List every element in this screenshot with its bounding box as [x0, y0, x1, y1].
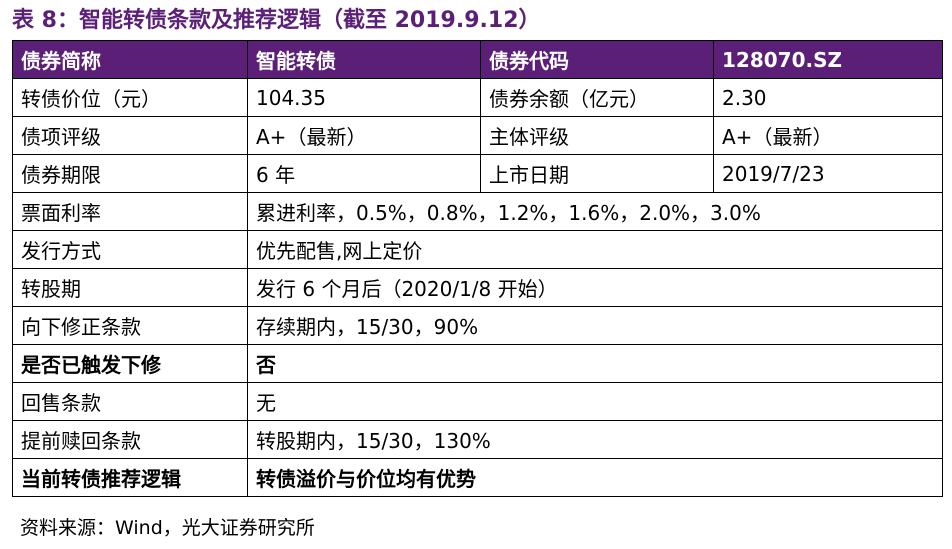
cell-value: 累进利率，0.5%，0.8%，1.2%，1.6%，2.0%，3.0%	[247, 192, 943, 231]
table-row: 债项评级 A+（最新） 主体评级 A+（最新）	[12, 116, 943, 155]
cell-label: 转股期	[12, 268, 248, 307]
cell-value: A+（最新）	[247, 116, 481, 155]
table-row: 发行方式 优先配售,网上定价	[12, 230, 943, 269]
cell-label: 债项评级	[12, 116, 248, 155]
cell-label: 上市日期	[480, 154, 714, 193]
table-row: 向下修正条款 存续期内，15/30，90%	[12, 306, 943, 345]
cell-value: 转债溢价与价位均有优势	[247, 458, 943, 497]
cell-label: 票面利率	[12, 192, 248, 231]
cell-value: 6 年	[247, 154, 481, 193]
cell-label: 债券余额（亿元）	[480, 78, 714, 117]
table-row: 当前转债推荐逻辑 转债溢价与价位均有优势	[12, 458, 943, 497]
cell-label: 是否已触发下修	[12, 344, 248, 383]
table-row: 提前赎回条款 转股期内，15/30，130%	[12, 420, 943, 459]
header-bond-code-label: 债券代码	[480, 40, 714, 79]
table-row: 票面利率 累进利率，0.5%，0.8%，1.2%，1.6%，2.0%，3.0%	[12, 192, 943, 231]
cell-value: A+（最新）	[713, 116, 943, 155]
table-title: 表 8：智能转债条款及推荐逻辑（截至 2019.9.12）	[12, 8, 541, 33]
cell-value: 无	[247, 382, 943, 421]
table-row: 是否已触发下修 否	[12, 344, 943, 383]
cell-label: 主体评级	[480, 116, 714, 155]
cell-label: 转债价位（元）	[12, 78, 248, 117]
bond-terms-table: 债券简称 智能转债 债券代码 128070.SZ 转债价位（元） 104.35 …	[12, 40, 943, 497]
cell-value: 否	[247, 344, 943, 383]
table-row: 转债价位（元） 104.35 债券余额（亿元） 2.30	[12, 78, 943, 117]
header-bond-abbr-value: 智能转债	[247, 40, 481, 79]
cell-label: 发行方式	[12, 230, 248, 269]
header-bond-abbr-label: 债券简称	[12, 40, 248, 79]
cell-label: 向下修正条款	[12, 306, 248, 345]
cell-value: 优先配售,网上定价	[247, 230, 943, 269]
cell-label: 回售条款	[12, 382, 248, 421]
cell-value: 发行 6 个月后（2020/1/8 开始）	[247, 268, 943, 307]
cell-label: 债券期限	[12, 154, 248, 193]
cell-label: 提前赎回条款	[12, 420, 248, 459]
table-row: 转股期 发行 6 个月后（2020/1/8 开始）	[12, 268, 943, 307]
source-note: 资料来源：Wind，光大证券研究所	[20, 517, 315, 539]
cell-value: 存续期内，15/30，90%	[247, 306, 943, 345]
header-bond-code-value: 128070.SZ	[713, 40, 943, 79]
table-row: 债券期限 6 年 上市日期 2019/7/23	[12, 154, 943, 193]
table-row: 回售条款 无	[12, 382, 943, 421]
cell-value: 2019/7/23	[713, 154, 943, 193]
cell-value: 2.30	[713, 78, 943, 117]
cell-value: 104.35	[247, 78, 481, 117]
cell-value: 转股期内，15/30，130%	[247, 420, 943, 459]
table-header-row: 债券简称 智能转债 债券代码 128070.SZ	[12, 40, 943, 79]
cell-label: 当前转债推荐逻辑	[12, 458, 248, 497]
